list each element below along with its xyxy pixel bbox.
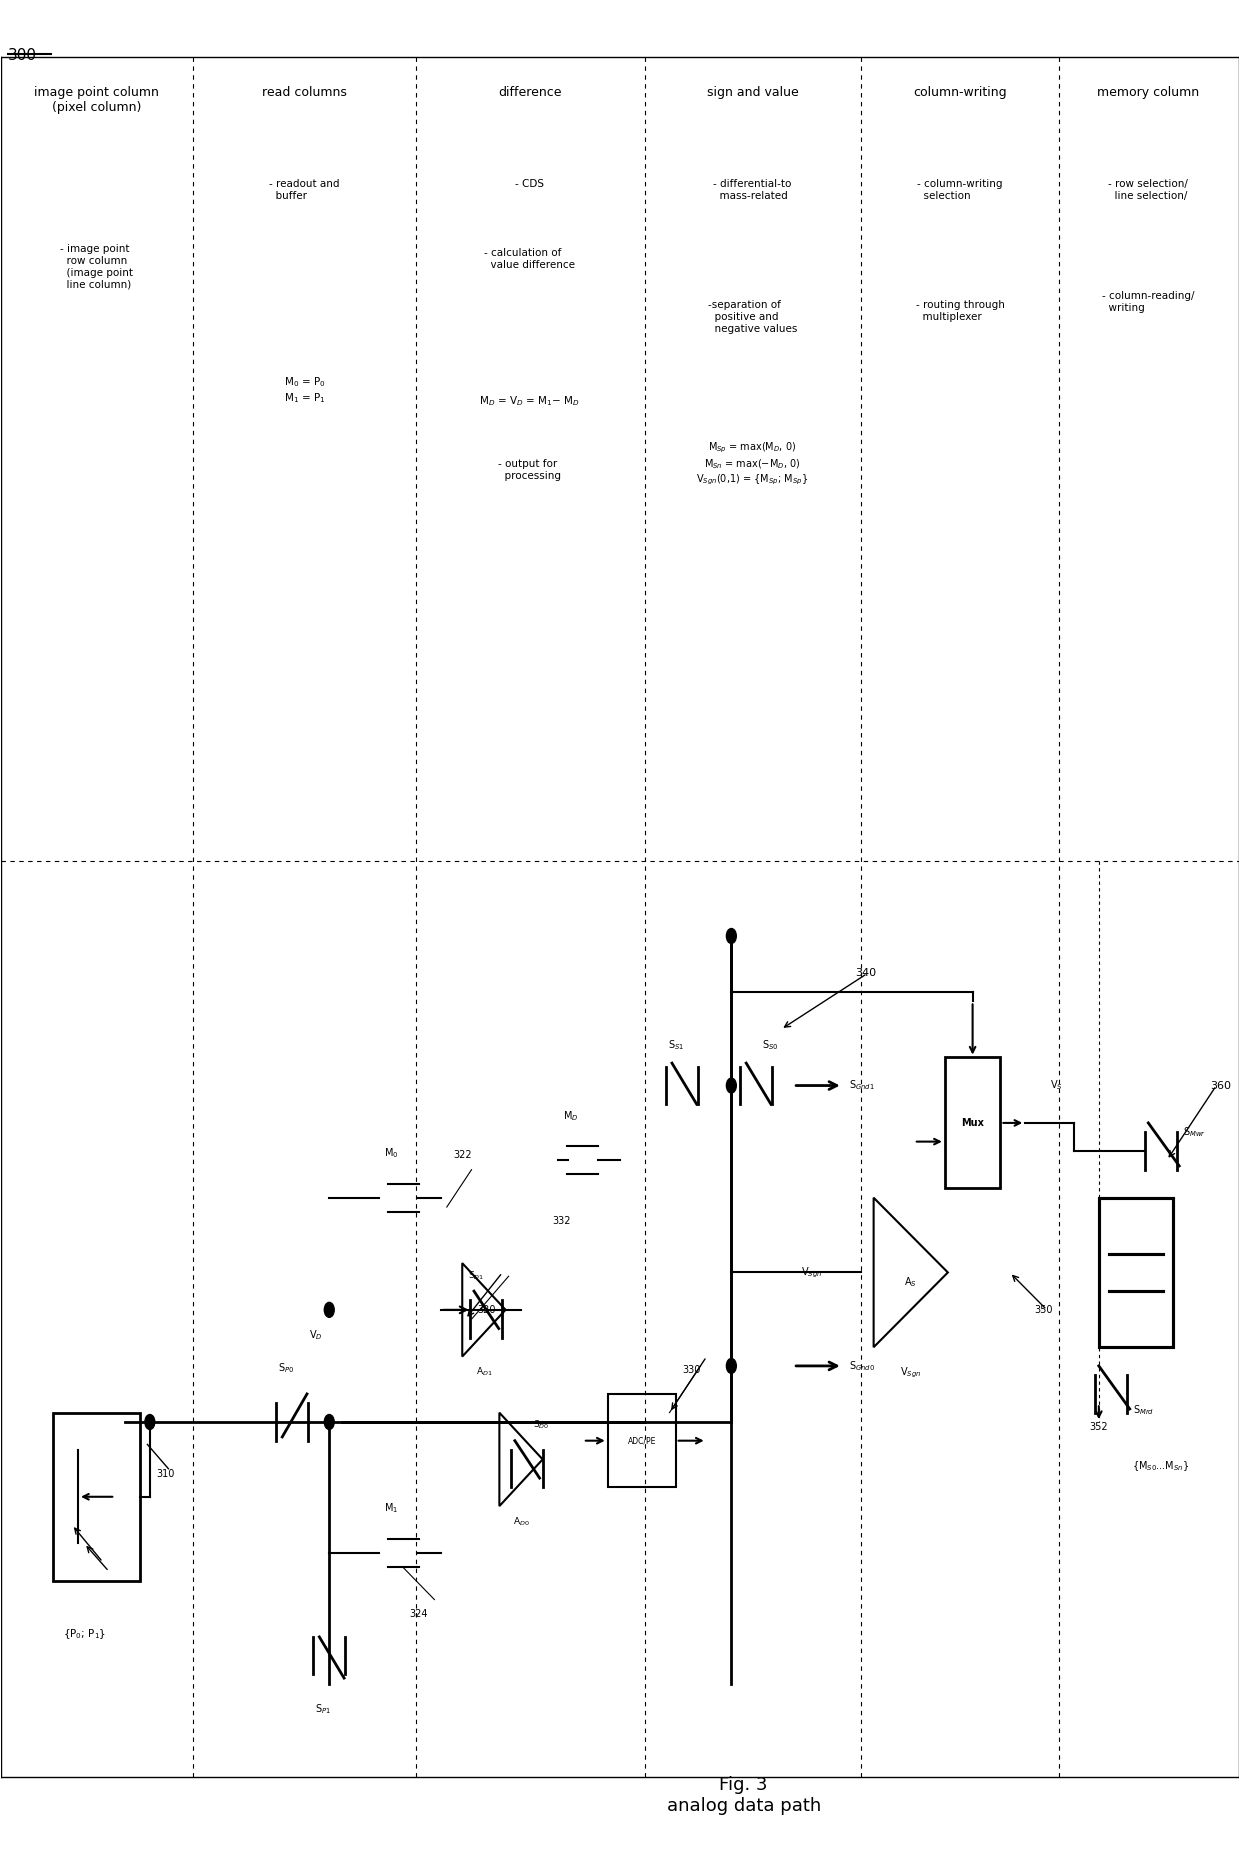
Bar bbox=[945, 1058, 1001, 1189]
Text: A$_{D0}$: A$_{D0}$ bbox=[512, 1516, 529, 1528]
Circle shape bbox=[145, 1415, 155, 1430]
Text: 352: 352 bbox=[1090, 1423, 1109, 1432]
Text: M$_D$ = V$_D$ = M$_1$− M$_D$: M$_D$ = V$_D$ = M$_1$− M$_D$ bbox=[479, 393, 580, 408]
Text: -separation of
  positive and
  negative values: -separation of positive and negative val… bbox=[708, 301, 797, 333]
Text: 322: 322 bbox=[453, 1149, 471, 1161]
Circle shape bbox=[325, 1415, 335, 1430]
Text: - calculation of
  value difference: - calculation of value difference bbox=[484, 249, 575, 270]
Text: - column-reading/
  writing: - column-reading/ writing bbox=[1102, 292, 1194, 313]
Circle shape bbox=[727, 1078, 737, 1093]
Bar bbox=[608, 1395, 676, 1488]
Text: V$_{Sgn}$: V$_{Sgn}$ bbox=[801, 1265, 822, 1280]
Text: - output for
  processing: - output for processing bbox=[498, 459, 562, 481]
Text: column-writing: column-writing bbox=[914, 86, 1007, 99]
Text: 324: 324 bbox=[409, 1608, 428, 1619]
Text: S$_{P0}$: S$_{P0}$ bbox=[278, 1361, 294, 1376]
Bar bbox=[53, 1413, 140, 1580]
Text: M$_1$: M$_1$ bbox=[384, 1501, 398, 1516]
Text: read columns: read columns bbox=[262, 86, 347, 99]
Text: A$_{D1}$: A$_{D1}$ bbox=[476, 1367, 492, 1378]
Text: S$_{Mrd}$: S$_{Mrd}$ bbox=[1133, 1404, 1154, 1417]
Text: 340: 340 bbox=[856, 968, 877, 979]
Text: 300: 300 bbox=[7, 49, 36, 64]
Text: 332: 332 bbox=[552, 1217, 570, 1226]
Text: 350: 350 bbox=[1034, 1305, 1053, 1314]
Text: M$_0$ = P$_0$
M$_1$ = P$_1$: M$_0$ = P$_0$ M$_1$ = P$_1$ bbox=[284, 374, 325, 404]
Text: - row selection/
  line selection/: - row selection/ line selection/ bbox=[1109, 180, 1188, 200]
Text: M$_0$: M$_0$ bbox=[384, 1146, 398, 1161]
Text: A$_S$: A$_S$ bbox=[904, 1275, 918, 1288]
Text: sign and value: sign and value bbox=[707, 86, 799, 99]
Text: V$_D$: V$_D$ bbox=[310, 1329, 324, 1342]
Text: M$_{Sp}$ = max(M$_D$, 0)
M$_{Sn}$ = max(−M$_D$, 0)
V$_{Sgn}$(0,1) = {M$_{Sp}$; M: M$_{Sp}$ = max(M$_D$, 0) M$_{Sn}$ = max(… bbox=[697, 440, 808, 487]
Text: V$_{Sgn}$: V$_{Sgn}$ bbox=[900, 1367, 921, 1380]
Text: - column-writing
  selection: - column-writing selection bbox=[918, 180, 1003, 200]
Text: Fig. 3
analog data path: Fig. 3 analog data path bbox=[667, 1777, 821, 1814]
Text: S$_{Gnd0}$: S$_{Gnd0}$ bbox=[849, 1359, 875, 1372]
Text: M$_D$: M$_D$ bbox=[563, 1108, 578, 1123]
Text: - routing through
  multiplexer: - routing through multiplexer bbox=[916, 301, 1004, 322]
Text: {M$_{S0}$...M$_{Sn}$}: {M$_{S0}$...M$_{Sn}$} bbox=[1132, 1460, 1189, 1473]
Text: S$_{Mwr}$: S$_{Mwr}$ bbox=[1183, 1125, 1205, 1140]
Text: ADC/PE: ADC/PE bbox=[627, 1436, 656, 1445]
Text: memory column: memory column bbox=[1097, 86, 1199, 99]
Text: S$_{D1}$: S$_{D1}$ bbox=[467, 1269, 484, 1282]
Bar bbox=[1099, 1198, 1173, 1348]
Text: {P$_0$; P$_1$}: {P$_0$; P$_1$} bbox=[63, 1627, 105, 1642]
Text: V$_S$: V$_S$ bbox=[1050, 1078, 1063, 1093]
Text: - differential-to
  mass-related: - differential-to mass-related bbox=[713, 180, 791, 200]
Text: S$_{Gnd1}$: S$_{Gnd1}$ bbox=[849, 1078, 874, 1093]
Text: - image point
  row column
  (image point
  line column): - image point row column (image point li… bbox=[61, 245, 133, 288]
Text: 310: 310 bbox=[156, 1470, 175, 1479]
Text: 330: 330 bbox=[682, 1365, 701, 1376]
Text: S$_{D0}$: S$_{D0}$ bbox=[533, 1419, 549, 1432]
Text: difference: difference bbox=[498, 86, 562, 99]
Text: - readout and
  buffer: - readout and buffer bbox=[269, 180, 340, 200]
Text: image point column
(pixel column): image point column (pixel column) bbox=[35, 86, 159, 114]
Text: S$_{S0}$: S$_{S0}$ bbox=[763, 1039, 779, 1052]
Text: S$_{P1}$: S$_{P1}$ bbox=[315, 1702, 331, 1717]
Circle shape bbox=[727, 929, 737, 943]
Circle shape bbox=[325, 1303, 335, 1318]
Text: Mux: Mux bbox=[961, 1118, 985, 1129]
Text: S$_{S1}$: S$_{S1}$ bbox=[667, 1039, 683, 1052]
Text: 360: 360 bbox=[1210, 1080, 1231, 1091]
Text: 320: 320 bbox=[477, 1305, 496, 1314]
Circle shape bbox=[727, 1359, 737, 1374]
Text: - CDS: - CDS bbox=[515, 180, 544, 189]
